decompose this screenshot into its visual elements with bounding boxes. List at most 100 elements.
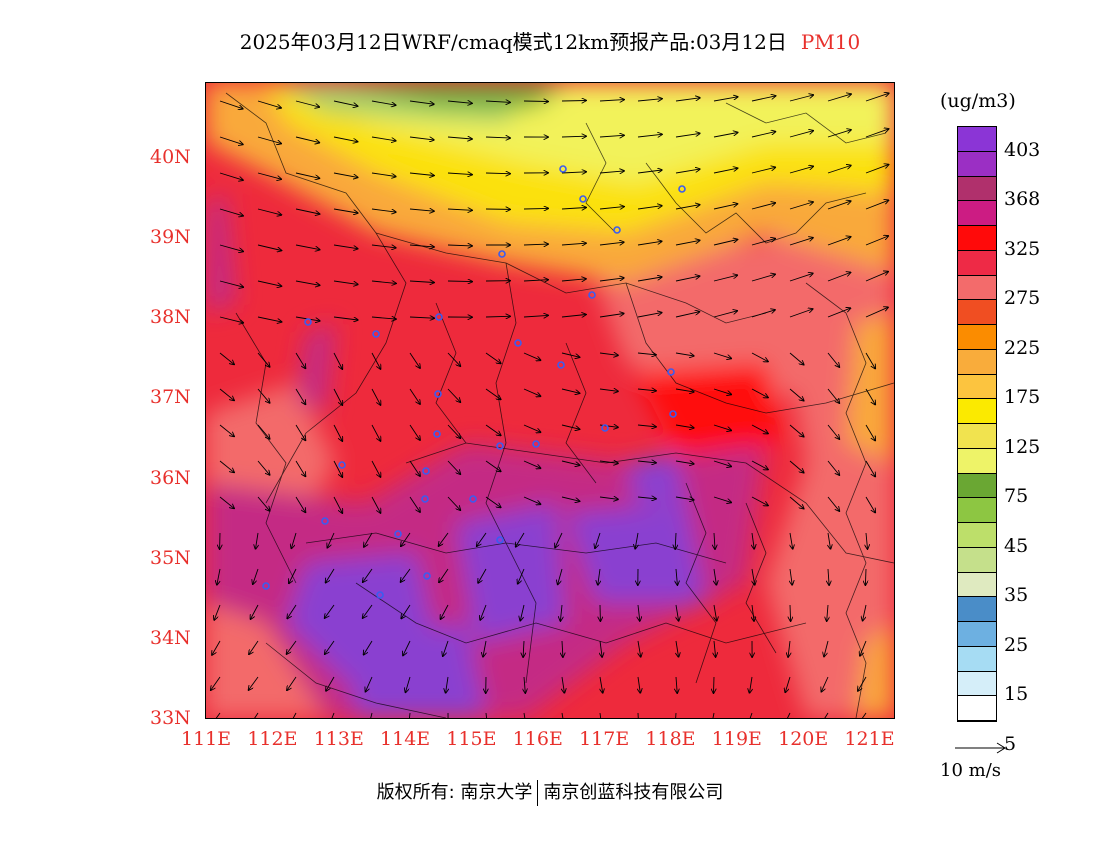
wind-arrow — [637, 497, 656, 499]
wind-arrow — [478, 568, 487, 583]
wind-arrow — [523, 208, 548, 209]
chart-title: 2025年03月12日WRF/cmaq模式12km预报产品:03月12日 PM10 — [0, 26, 1100, 55]
wind-arrow — [523, 315, 548, 317]
wind-arrow — [219, 496, 234, 508]
wind-arrow — [371, 496, 381, 513]
legend-label: 5 — [1004, 732, 1017, 755]
wind-arrow — [485, 424, 501, 435]
wind-arrow — [750, 676, 753, 693]
wind-arrow — [675, 353, 694, 356]
wind-arrow — [751, 424, 768, 434]
wind-arrow — [560, 604, 562, 621]
wind-arrow — [287, 604, 297, 618]
lat-tick-40n: 40N — [150, 146, 191, 169]
wind-arrow — [333, 280, 358, 284]
legend-swatch — [958, 250, 996, 276]
wind-arrow — [600, 676, 603, 693]
legend-swatch — [958, 424, 996, 449]
wind-arrow — [219, 172, 243, 180]
wind-arrow — [752, 532, 754, 549]
wind-arrow — [401, 532, 411, 546]
lon-tick-121e: 121E — [844, 728, 895, 750]
wind-arrow — [219, 460, 234, 472]
wind-arrow — [520, 604, 525, 621]
wind-arrow — [827, 237, 851, 246]
wind-arrow — [333, 388, 342, 405]
wind-arrow — [675, 276, 700, 282]
wind-arrow — [561, 136, 586, 137]
wind-arrow — [447, 424, 460, 438]
wind-arrow — [561, 424, 580, 429]
lat-tick-39n: 39N — [150, 226, 191, 249]
wind-arrow — [751, 352, 768, 362]
wind-arrow — [257, 460, 270, 475]
wind-arrow — [295, 244, 320, 250]
wind-arrow — [295, 136, 319, 143]
wind-arrow — [371, 388, 381, 405]
wind-arrow — [477, 532, 487, 546]
wind-arrow — [371, 317, 396, 319]
wind-arrow — [409, 424, 420, 440]
wind-arrow — [675, 389, 694, 392]
wind-arrow — [713, 97, 738, 102]
wind-arrow — [483, 640, 486, 657]
wind-arrow — [790, 604, 791, 621]
legend-swatch — [958, 622, 996, 647]
copyright-right: 南京创蓝科技有限公司 — [543, 782, 724, 803]
wind-arrow — [409, 317, 434, 318]
wind-arrow — [523, 712, 526, 718]
wind-arrow — [599, 207, 624, 209]
legend-swatch — [958, 300, 996, 325]
wind-arrow — [409, 460, 420, 476]
wind-arrow — [865, 496, 875, 513]
legend-swatch — [958, 696, 996, 721]
lon-tick-112e: 112E — [247, 728, 298, 750]
wind-arrow — [675, 133, 700, 138]
wind-arrow — [827, 166, 851, 174]
wind-arrow — [295, 208, 320, 214]
legend-label: 15 — [1004, 683, 1029, 706]
wind-arrow — [485, 496, 501, 507]
wind-arrow — [326, 676, 335, 691]
wind-arrow — [751, 496, 768, 506]
wind-arrow — [561, 172, 586, 173]
wind-arrow — [637, 313, 662, 318]
wind-arrow — [289, 568, 297, 583]
wind-arrow — [865, 568, 866, 585]
wind-arrow — [751, 274, 775, 282]
legend-swatch — [958, 646, 996, 672]
legend-swatch — [958, 226, 996, 251]
wind-arrow — [409, 209, 434, 211]
legend-swatch — [958, 201, 996, 226]
wind-arrow — [523, 280, 548, 281]
wind-arrow — [561, 243, 586, 245]
legend-swatch — [958, 572, 996, 598]
wind-arrow — [598, 568, 600, 585]
wind-arrow — [676, 676, 677, 693]
wind-arrow — [480, 604, 487, 620]
wind-arrow — [675, 425, 694, 428]
wind-arrow — [675, 532, 676, 549]
wind-arrow — [860, 640, 867, 656]
wind-arrow — [371, 100, 396, 105]
wind-arrow — [789, 202, 813, 210]
wind-arrow — [219, 208, 243, 216]
wind-arrow — [292, 712, 297, 718]
wind-arrow — [249, 640, 259, 654]
wind-arrow — [295, 280, 320, 285]
wind-arrow — [485, 388, 501, 399]
wind-arrow — [713, 460, 731, 466]
wind-arrow — [485, 316, 510, 317]
wind-arrow — [371, 136, 396, 141]
wind-arrow — [561, 208, 586, 210]
wind-arrow — [523, 496, 541, 504]
wind-arrow — [219, 424, 234, 436]
wind-arrow — [788, 640, 790, 657]
wind-arrow — [599, 461, 618, 463]
legend-label: 325 — [1004, 237, 1041, 260]
wind-arrow — [637, 206, 662, 210]
wind-arrow — [676, 640, 679, 657]
wind-arrow — [363, 604, 373, 618]
wind-arrow — [789, 131, 813, 138]
copyright-separator — [537, 780, 539, 806]
